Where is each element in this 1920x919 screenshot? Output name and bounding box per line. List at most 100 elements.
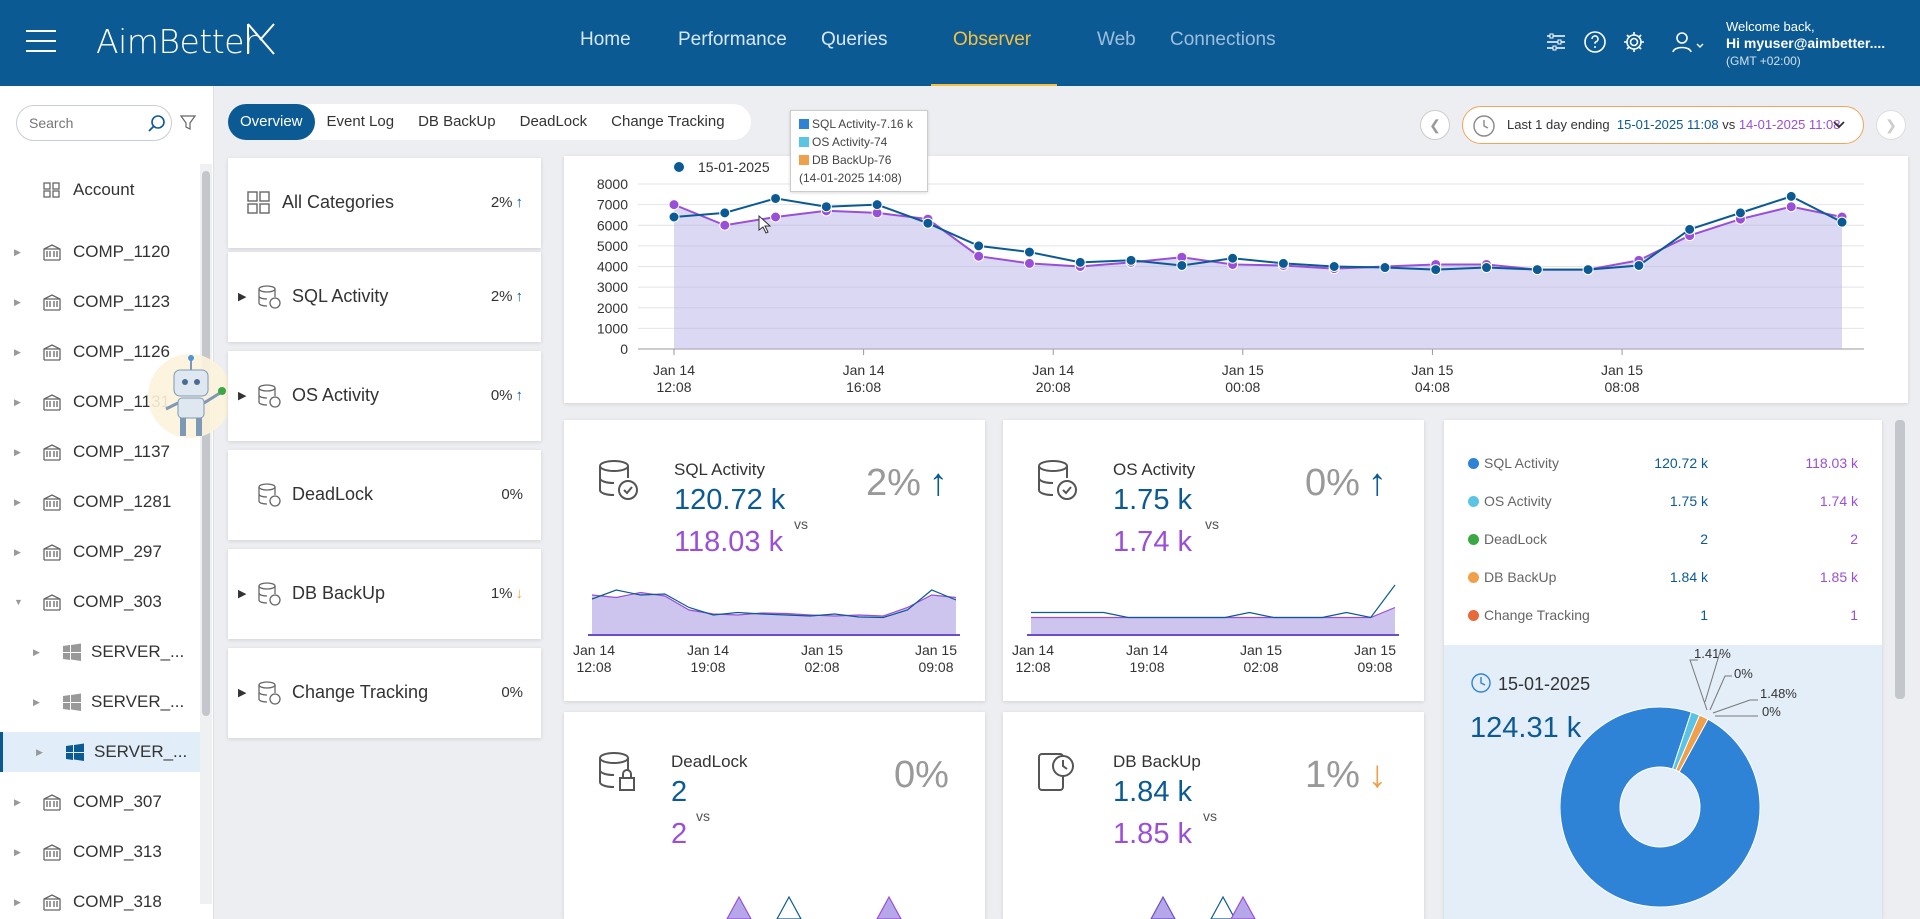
sidebar-item-comp-1126[interactable]: ▶ COMP_1126 [0,332,200,372]
tab-event-log[interactable]: Event Log [326,113,395,130]
sidebar-item-server[interactable]: ▶ SERVER_... [0,732,200,772]
sidebar-item-comp-1281[interactable]: ▶ COMP_1281 [0,482,200,522]
sidebar-scroll-thumb[interactable] [202,171,210,716]
nav-queries[interactable]: Queries [821,29,888,50]
sidebar-item-comp-303[interactable]: ▼ COMP_303 [0,582,200,622]
legend-row-deadlock[interactable]: DeadLock 2 2 [1468,530,1858,554]
caret-right-icon[interactable]: ▶ [14,796,21,807]
sparkline-x-label: Jan 14 [1012,642,1054,658]
category-name: All Categories [282,192,395,212]
category-os-activity[interactable]: ▶ OS Activity 0% ↑ [228,351,541,441]
database-icon [258,582,281,606]
legend-row-db-backup[interactable]: DB BackUp 1.84 k 1.85 k [1468,568,1858,592]
category-deadlock[interactable]: DeadLock 0% [228,450,541,540]
sidebar-item-comp-297[interactable]: ▶ COMP_297 [0,532,200,572]
card-value-compare: 1.85 k [1113,818,1192,850]
caret-right-icon[interactable]: ▶ [36,746,43,757]
caret-down-icon[interactable]: ▼ [14,597,23,607]
menu-icon[interactable] [26,30,56,54]
legend-value-compare: 1 [1850,607,1858,623]
nav-performance[interactable]: Performance [678,29,787,50]
sidebar-item-comp-307[interactable]: ▶ COMP_307 [0,782,200,822]
filter-icon[interactable] [180,115,196,131]
sparkline-x-label: 09:08 [1357,659,1392,675]
caret-right-icon[interactable]: ▶ [14,296,21,307]
sidebar-item-comp-1120[interactable]: ▶ COMP_1120 [0,232,200,272]
legend-row-change-tracking[interactable]: Change Tracking 1 1 [1468,606,1858,630]
caret-right-icon[interactable]: ▶ [14,546,21,557]
caret-right-icon[interactable]: ▶ [33,696,40,707]
stat-card-db-backup[interactable]: DB BackUp 1.84 k vs 1.85 k 1% ↓ [1003,712,1424,919]
sidebar-item-comp-313[interactable]: ▶ COMP_313 [0,832,200,872]
expand-icon[interactable]: ▶ [238,291,247,303]
caret-right-icon[interactable]: ▶ [14,396,21,407]
sidebar-item-comp-1137[interactable]: ▶ COMP_1137 [0,432,200,472]
legend-dot [1468,534,1479,545]
tab-db-backup[interactable]: DB BackUp [418,113,496,130]
legend-row-sql-activity[interactable]: SQL Activity 120.72 k 118.03 k [1468,454,1858,478]
sidebar-item-comp-1123[interactable]: ▶ COMP_1123 [0,282,200,322]
stat-card-deadlock[interactable]: DeadLock 2 vs 2 0% [564,712,985,919]
database-icon [258,681,281,705]
data-point [973,240,985,252]
nav-home[interactable]: Home [580,29,631,50]
category-sql-activity[interactable]: ▶ SQL Activity 2% ↑ [228,252,541,342]
category-db-backup[interactable]: ▶ DB BackUp 1% ↓ [228,549,541,639]
sidebar-item-comp-318[interactable]: ▶ COMP_318 [0,882,200,919]
sparkline-chart[interactable] [564,889,985,919]
stat-card-sql-activity[interactable]: SQL Activity 120.72 k vs 118.03 k 2% ↑ Jan 14 1… [564,420,985,701]
sidebar-item-comp-1131[interactable]: ▶ COMP_1131 [0,382,200,422]
gear-icon[interactable] [1622,30,1646,54]
search-input[interactable] [16,105,172,141]
caret-right-icon[interactable]: ▶ [14,896,21,907]
main-scrollbar[interactable] [1895,420,1905,699]
building-icon [43,494,61,511]
category-change-tracking[interactable]: ▶ Change Tracking 0% [228,648,541,738]
user-icon[interactable] [1672,30,1706,54]
date-range-picker[interactable]: Last 1 day ending 15-01-2025 11:08 vs 14… [1462,106,1864,144]
caret-right-icon[interactable]: ▶ [14,846,21,857]
tab-change-tracking[interactable]: Change Tracking [611,113,725,130]
expand-icon[interactable]: ▶ [238,390,247,402]
caret-right-icon[interactable]: ▶ [14,496,21,507]
caret-right-icon[interactable]: ▶ [33,646,40,657]
stat-card-os-activity[interactable]: OS Activity 1.75 k vs 1.74 k 0% ↑ Jan 14 12:08 J… [1003,420,1424,701]
y-tick-label: 6000 [597,217,628,233]
sidebar-item-server[interactable]: ▶ SERVER_... [0,632,200,672]
nav-web[interactable]: Web [1097,29,1136,50]
expand-icon[interactable]: ▶ [238,588,247,600]
tab-overview[interactable]: Overview [228,104,315,140]
nav-connections[interactable]: Connections [1170,29,1276,50]
caret-right-icon[interactable]: ▶ [14,246,21,257]
legend-value-compare: 1.85 k [1819,569,1858,585]
help-icon[interactable] [1583,30,1607,54]
sparkline-chart[interactable] [1003,889,1424,919]
legend-name: DB BackUp [1484,569,1557,585]
next-range-button[interactable]: ❯ [1876,110,1906,140]
caret-right-icon[interactable]: ▶ [14,346,21,357]
nav-observer[interactable]: Observer [931,0,1057,86]
welcome-block[interactable]: Welcome back, Hi myuser@aimbetter.... (G… [1726,18,1885,70]
grid-icon [43,182,60,198]
donut-chart[interactable]: 1.41%0%1.48%0% [1560,640,1860,919]
sidebar-item-server[interactable]: ▶ SERVER_... [0,682,200,722]
prev-range-button[interactable]: ❮ [1420,110,1450,140]
range-label: Last 1 day ending [1507,117,1610,132]
tab-deadlock[interactable]: DeadLock [519,113,588,130]
clock-icon [1471,673,1491,693]
sidebar-item-account[interactable]: Account [0,170,200,210]
data-point [1227,252,1239,264]
search-icon[interactable] [147,114,167,134]
caret-right-icon[interactable]: ▶ [14,446,21,457]
y-tick-label: 1000 [597,320,628,336]
card-value-compare: 2 [671,818,688,850]
category-name: Change Tracking [292,682,429,702]
robot-assistant-icon[interactable] [146,348,240,448]
category-all-categories[interactable]: All Categories 2% ↑ [228,158,541,248]
sliders-icon[interactable] [1544,30,1568,54]
expand-icon[interactable]: ▶ [238,687,247,699]
legend-row-os-activity[interactable]: OS Activity 1.75 k 1.74 k [1468,492,1858,516]
